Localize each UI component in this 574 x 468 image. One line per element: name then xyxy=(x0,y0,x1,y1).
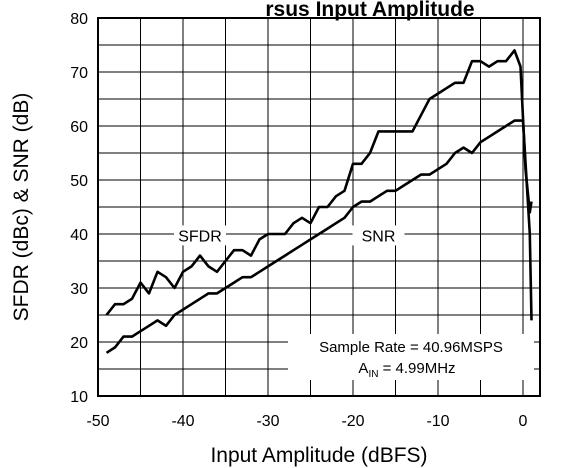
y-tick-label: 60 xyxy=(70,119,88,136)
plot-frame xyxy=(97,17,541,397)
annotation-ain-rest: = 4.99MHz xyxy=(378,360,455,377)
chart-title-fragment: rsus Input Amplitude xyxy=(265,0,474,21)
x-tick-label: -10 xyxy=(426,413,449,430)
x-tick-label: -30 xyxy=(256,413,279,430)
x-tick-labels: -50 -40 -30 -20 -10 0 xyxy=(86,413,527,430)
y-tick-label: 20 xyxy=(70,335,88,352)
annotation-box: Sample Rate = 40.96MSPS AIN = 4.99MHz xyxy=(288,334,534,380)
series-label-snr: SNR xyxy=(362,228,396,245)
y-tick-label: 70 xyxy=(70,65,88,82)
series-line-sfdr xyxy=(105,49,533,316)
y-tick-label: 10 xyxy=(70,389,88,406)
y-axis-title: SFDR (dBc) & SNR (dB) xyxy=(10,93,33,322)
series-label-bg xyxy=(174,225,226,246)
y-tick-label: 50 xyxy=(70,173,88,190)
y-tick-label: 40 xyxy=(70,227,88,244)
annotation-ain-sub: IN xyxy=(368,369,378,380)
x-tick-label: 0 xyxy=(519,413,528,430)
annotation-sample-rate: Sample Rate = 40.96MSPS xyxy=(319,339,503,356)
y-tick-label: 80 xyxy=(70,11,88,28)
x-axis-title: Input Amplitude (dBFS) xyxy=(210,444,427,467)
annotation-ain-main: A xyxy=(358,360,368,377)
series-label-sfdr: SFDR xyxy=(178,228,222,245)
series-labels: SFDR SNR xyxy=(174,225,405,246)
x-tick-label: -20 xyxy=(341,413,364,430)
y-tick-label: 30 xyxy=(70,281,88,298)
x-tick-label: -50 xyxy=(86,413,109,430)
series-line-snr xyxy=(105,119,533,354)
x-tick-label: -40 xyxy=(171,413,194,430)
series-lines xyxy=(105,49,533,354)
y-tick-labels: 10 20 30 40 50 60 70 80 xyxy=(70,11,88,406)
series-label-bg xyxy=(352,225,405,246)
annotation-input-frequency: AIN = 4.99MHz xyxy=(358,360,455,380)
